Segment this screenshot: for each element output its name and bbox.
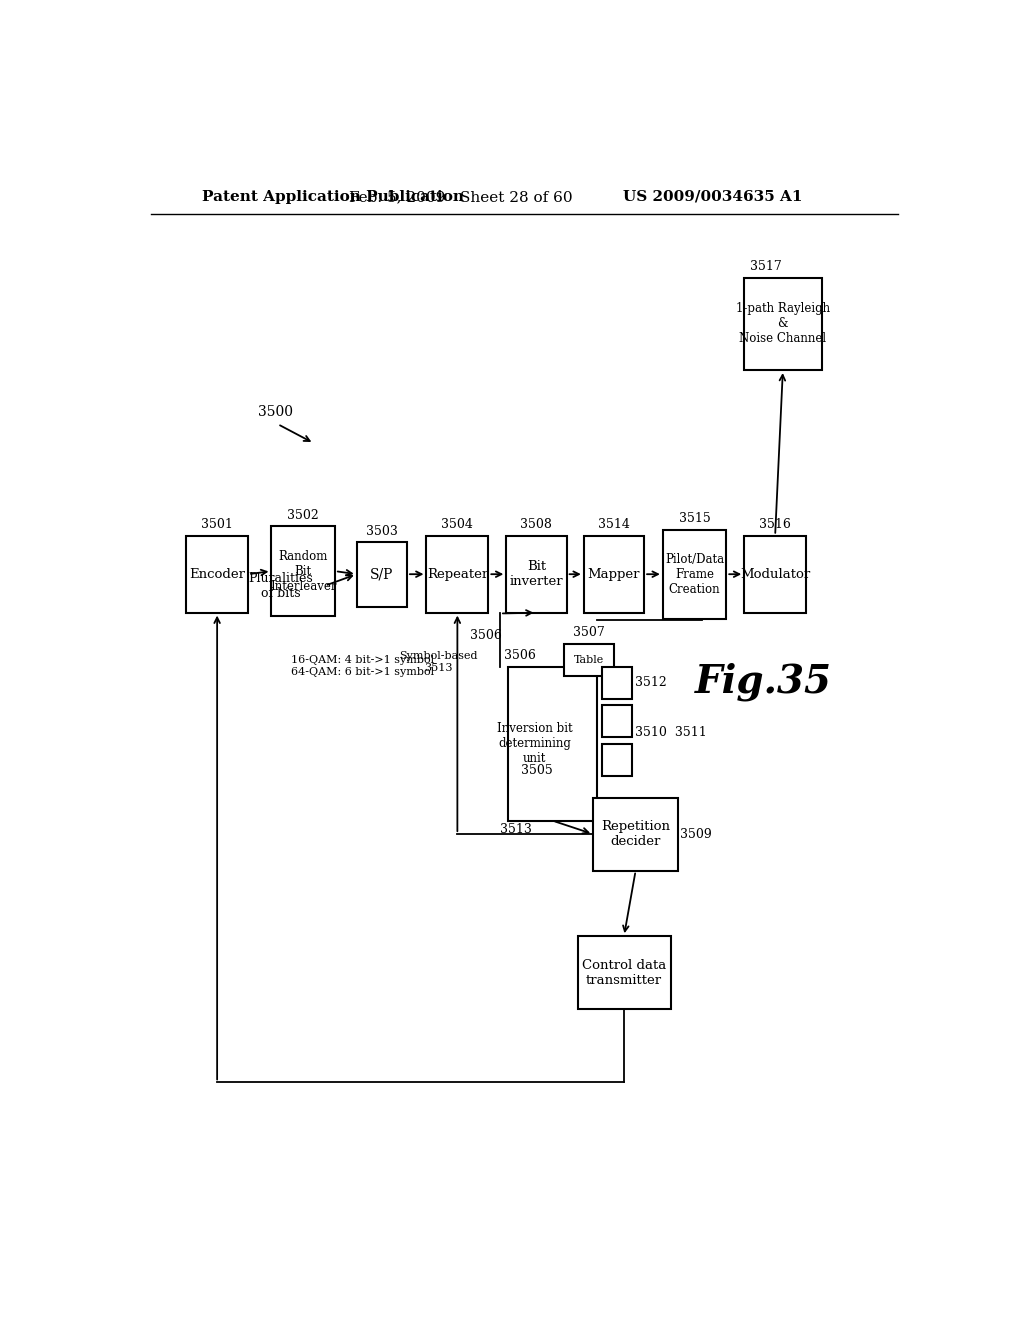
Text: 3501: 3501 (201, 519, 233, 532)
Text: 3502: 3502 (288, 510, 319, 523)
Text: Mapper: Mapper (588, 568, 640, 581)
Text: Fig.35: Fig.35 (695, 663, 831, 701)
Bar (593, 797, 678, 871)
Text: Pluralities
of bits: Pluralities of bits (248, 572, 313, 599)
Bar (744, 277, 821, 370)
Text: 3517: 3517 (751, 260, 782, 273)
Bar (506, 536, 566, 612)
Text: Repeater: Repeater (427, 568, 488, 581)
Bar (508, 667, 597, 821)
Text: 3506: 3506 (470, 630, 502, 643)
Text: 3503: 3503 (366, 524, 397, 537)
Text: 3510  3511: 3510 3511 (635, 726, 707, 739)
Text: Repetition
decider: Repetition decider (601, 820, 670, 847)
Text: 3508: 3508 (520, 519, 552, 532)
Text: 3506: 3506 (504, 649, 536, 663)
Bar (356, 543, 407, 607)
Text: Inversion bit
determining
unit: Inversion bit determining unit (497, 722, 572, 766)
Text: 3514: 3514 (598, 519, 630, 532)
Text: 3512: 3512 (635, 676, 667, 689)
Text: Random
Bit
Interleaver: Random Bit Interleaver (270, 549, 337, 593)
Text: Patent Application Publication: Patent Application Publication (202, 190, 464, 203)
Text: S/P: S/P (370, 568, 393, 581)
Bar (578, 936, 671, 1010)
Text: 3507: 3507 (572, 626, 604, 639)
Text: Modulator: Modulator (740, 568, 810, 581)
Text: Symbol-based
3513: Symbol-based 3513 (399, 651, 478, 673)
Text: 3504: 3504 (441, 519, 473, 532)
Text: 3515: 3515 (679, 512, 711, 525)
Bar (271, 527, 335, 615)
Text: 1-path Rayleigh
&
Noise Channel: 1-path Rayleigh & Noise Channel (736, 302, 829, 346)
Text: US 2009/0034635 A1: US 2009/0034635 A1 (623, 190, 802, 203)
Text: Bit
inverter: Bit inverter (510, 560, 563, 589)
Bar (602, 743, 632, 776)
Bar (186, 536, 248, 612)
Text: Control data
transmitter: Control data transmitter (582, 958, 667, 986)
Text: 16-QAM: 4 bit->1 symbol
64-QAM: 6 bit->1 symbol: 16-QAM: 4 bit->1 symbol 64-QAM: 6 bit->1… (291, 655, 434, 677)
Bar (426, 536, 488, 612)
Bar (584, 536, 644, 612)
Text: Table: Table (573, 655, 604, 665)
Bar (663, 529, 726, 619)
Text: 3509: 3509 (680, 828, 712, 841)
Text: 3500: 3500 (258, 405, 293, 420)
Text: Encoder: Encoder (189, 568, 245, 581)
Bar (602, 667, 632, 700)
Text: Pilot/Data
Frame
Creation: Pilot/Data Frame Creation (665, 553, 724, 595)
Bar (744, 536, 806, 612)
Text: Feb. 5, 2009   Sheet 28 of 60: Feb. 5, 2009 Sheet 28 of 60 (349, 190, 573, 203)
Bar (563, 644, 614, 676)
Bar (602, 705, 632, 738)
Text: 3513: 3513 (500, 824, 531, 837)
Text: 3505: 3505 (521, 764, 553, 777)
Text: 3516: 3516 (759, 519, 792, 532)
